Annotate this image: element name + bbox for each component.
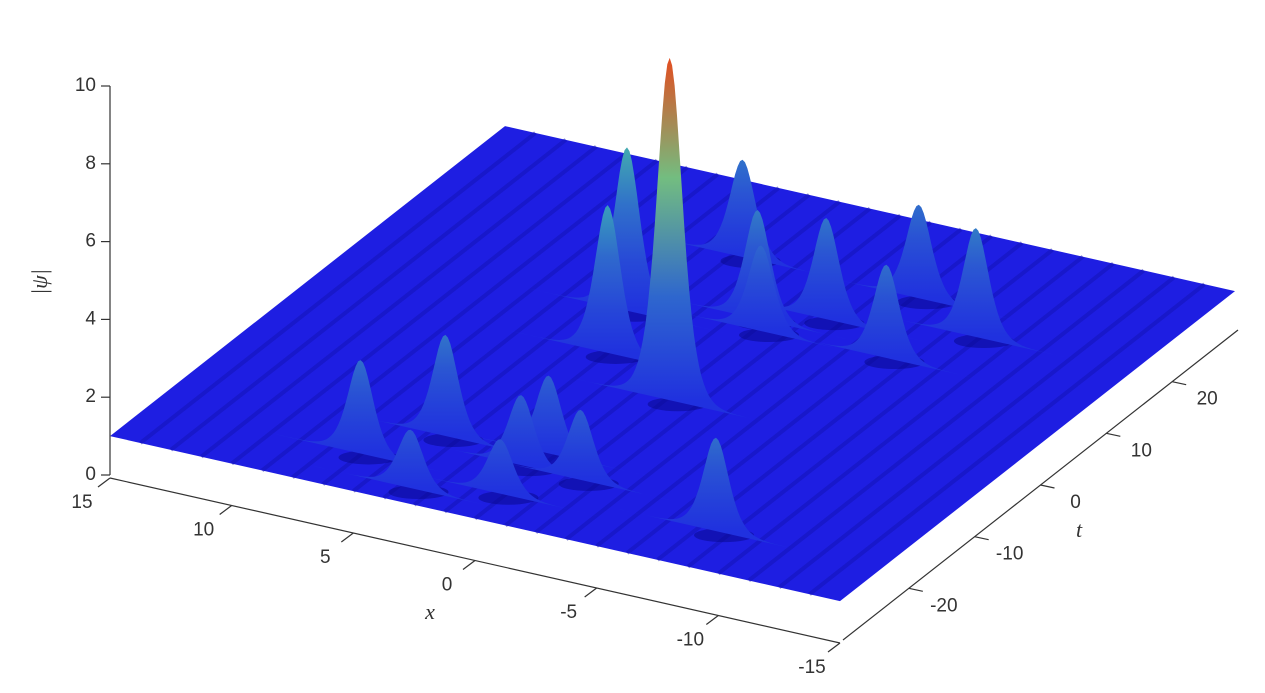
y-tick-label: 0 xyxy=(1070,492,1081,513)
x-tick-label: -10 xyxy=(677,630,704,651)
y-tick xyxy=(974,536,989,541)
x-tick xyxy=(462,560,476,570)
peak xyxy=(348,334,543,458)
surface-ripple xyxy=(139,131,537,445)
surface-ripple xyxy=(808,282,1206,596)
peak xyxy=(645,159,840,279)
peak xyxy=(663,245,859,353)
peak xyxy=(423,395,619,488)
x-tick xyxy=(584,587,598,598)
x-tick-label: -5 xyxy=(560,602,577,623)
y-tick-label: -20 xyxy=(930,595,957,616)
peak xyxy=(789,264,984,380)
x-tick-label: 10 xyxy=(193,520,214,541)
peak xyxy=(529,147,725,333)
peak xyxy=(451,375,646,476)
y-tick xyxy=(1172,381,1187,386)
y-tick xyxy=(1040,484,1055,489)
y-tick-label: 20 xyxy=(1197,389,1218,410)
z-axis-label: |ψ| xyxy=(27,269,52,295)
x-tick-label: -15 xyxy=(798,657,825,678)
t-axis-label: t xyxy=(1076,517,1083,542)
surface-ripple xyxy=(169,138,568,452)
peak xyxy=(572,57,767,423)
surface-ripple xyxy=(747,268,1145,583)
surface-ripple xyxy=(717,262,1115,576)
z-tick-label: 10 xyxy=(75,75,96,96)
axes: 0 2 4 6 8 10 15 10 5 0 -5 -10 -15 -20 -10 0 10 20 xyxy=(71,75,1239,678)
z-tick-label: 6 xyxy=(85,231,96,252)
x-tick xyxy=(97,477,111,488)
y-tick xyxy=(1106,432,1121,437)
peak xyxy=(313,429,508,510)
x-tick-label: 5 xyxy=(320,547,331,568)
peak xyxy=(510,205,706,375)
y-tick-label: 10 xyxy=(1131,440,1152,461)
y-tick-label: -10 xyxy=(996,544,1023,565)
peak xyxy=(263,360,458,476)
peak xyxy=(821,204,1017,321)
surface xyxy=(110,57,1235,602)
x-tick xyxy=(705,615,719,625)
x-tick xyxy=(827,642,841,653)
peak xyxy=(728,218,924,342)
surface-ripple xyxy=(686,255,1085,569)
x-tick-label: 15 xyxy=(71,492,92,513)
peak xyxy=(618,437,814,554)
peak xyxy=(403,439,598,516)
surface-ripple xyxy=(625,241,1024,555)
y-tick xyxy=(908,587,923,592)
surface-ripple xyxy=(260,158,659,473)
z-tick-label: 2 xyxy=(85,386,96,407)
surface-ripple xyxy=(777,275,1176,589)
surface-ripple xyxy=(200,145,598,459)
peak xyxy=(878,228,1074,359)
surface-ripple xyxy=(321,172,720,486)
surface-ripple xyxy=(230,152,628,466)
x-tick xyxy=(219,505,233,515)
z-tick-label: 4 xyxy=(85,308,96,329)
x-tick-label: 0 xyxy=(442,575,453,596)
z-tick-label: 8 xyxy=(85,153,96,174)
z-tick-label: 0 xyxy=(85,464,96,485)
peak xyxy=(483,409,678,502)
x-axis-label: x xyxy=(424,599,435,624)
x-tick xyxy=(340,532,354,543)
